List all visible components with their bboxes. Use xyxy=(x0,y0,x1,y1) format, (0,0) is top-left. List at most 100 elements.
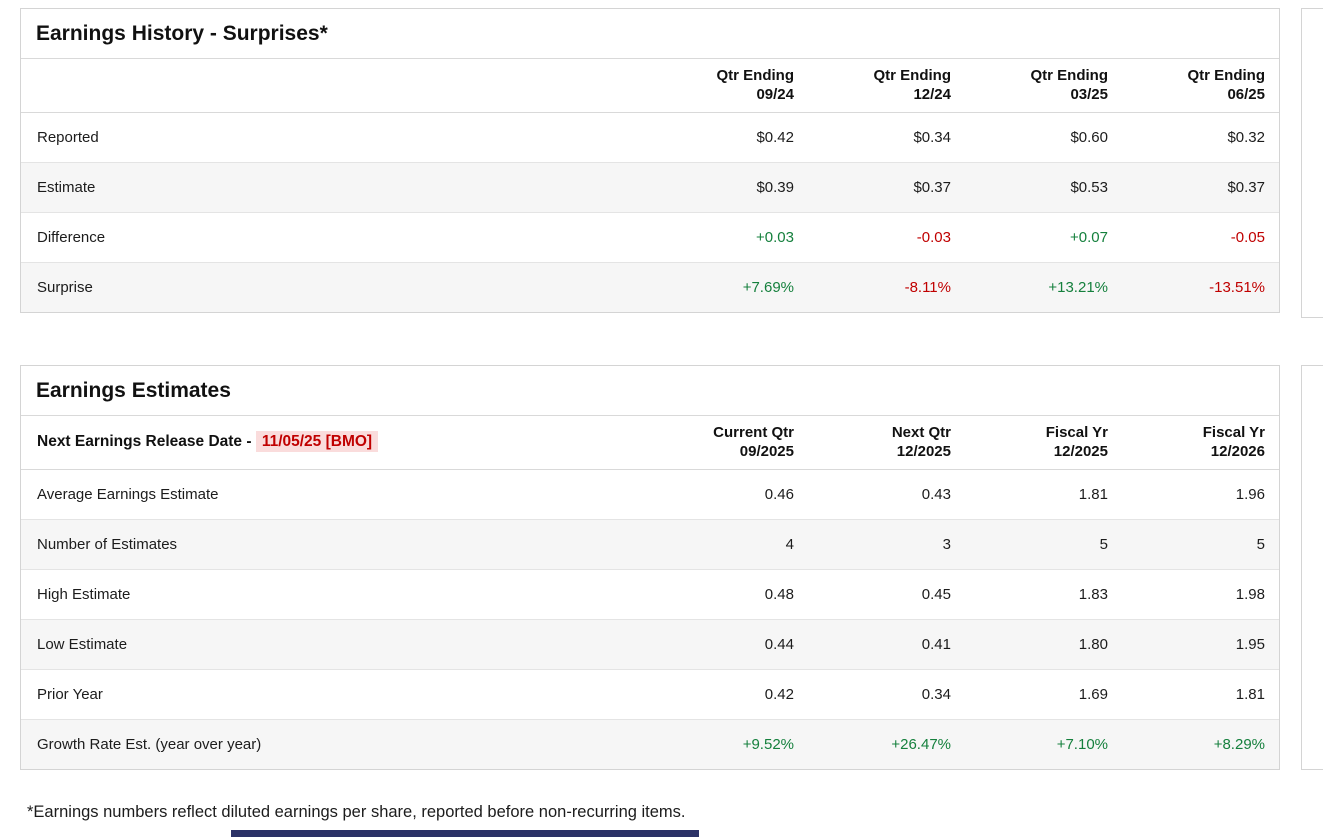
table-row-surprise: Surprise +7.69% -8.11% +13.21% -13.51% xyxy=(21,262,1279,312)
value-cell: 5 xyxy=(965,519,1122,570)
estimates-column-header-3: Fiscal Yr 12/2025 xyxy=(965,416,1122,470)
value-cell: 1.98 xyxy=(1122,569,1279,620)
column-header-line2: 12/2025 xyxy=(896,443,951,461)
column-header-line1: Qtr Ending xyxy=(873,66,952,84)
estimates-column-header-1: Current Qtr 09/2025 xyxy=(651,416,808,470)
value-cell: 0.42 xyxy=(651,669,808,720)
column-header-line2: 09/2025 xyxy=(739,443,794,461)
value-cell: -8.11% xyxy=(904,278,951,296)
value-cell: -0.05 xyxy=(1122,212,1279,263)
history-column-header-3: Qtr Ending 03/25 xyxy=(965,59,1122,113)
next-earnings-release-cell: Next Earnings Release Date - 11/05/25 [B… xyxy=(21,416,651,470)
value-cell: $0.60 xyxy=(965,112,1122,163)
value-cell: $0.53 xyxy=(965,162,1122,213)
cropped-bottom-element xyxy=(231,830,699,837)
column-header-line2: 12/2026 xyxy=(1210,443,1265,461)
column-header-line2: 12/24 xyxy=(913,86,951,104)
value-cell: +13.21% xyxy=(1048,278,1108,296)
earnings-estimates-table: Next Earnings Release Date - 11/05/25 [B… xyxy=(21,416,1279,769)
earnings-history-panel: Earnings History - Surprises* Qtr Ending… xyxy=(20,8,1280,313)
value-cell: 4 xyxy=(651,519,808,570)
history-empty-header-cell xyxy=(21,59,651,113)
value-cell: 1.83 xyxy=(965,569,1122,620)
table-row-average-estimate: Average Earnings Estimate 0.46 0.43 1.81… xyxy=(21,469,1279,520)
table-row-estimate: Estimate $0.39 $0.37 $0.53 $0.37 xyxy=(21,162,1279,213)
value-cell: $0.32 xyxy=(1122,112,1279,163)
column-header-line1: Qtr Ending xyxy=(1030,66,1109,84)
release-date-value: 11/05/25 [BMO] xyxy=(255,431,379,453)
row-label: Low Estimate xyxy=(21,619,651,670)
estimates-column-header-4: Fiscal Yr 12/2026 xyxy=(1122,416,1279,470)
value-cell: +7.10% xyxy=(1056,735,1108,753)
earnings-history-title: Earnings History - Surprises* xyxy=(21,9,1279,59)
value-cell: 3 xyxy=(808,519,965,570)
estimates-header-row: Next Earnings Release Date - 11/05/25 [B… xyxy=(21,416,1279,470)
row-label: Average Earnings Estimate xyxy=(21,469,651,520)
history-column-header-4: Qtr Ending 06/25 xyxy=(1122,59,1279,113)
history-column-header-1: Qtr Ending 09/24 xyxy=(651,59,808,113)
table-row-difference: Difference +0.03 -0.03 +0.07 -0.05 xyxy=(21,212,1279,263)
value-cell: 0.45 xyxy=(808,569,965,620)
row-label: Number of Estimates xyxy=(21,519,651,570)
table-row-prior-year: Prior Year 0.42 0.34 1.69 1.81 xyxy=(21,669,1279,720)
value-cell: 0.34 xyxy=(808,669,965,720)
release-date-label: Next Earnings Release Date - xyxy=(37,433,256,451)
value-cell: 1.69 xyxy=(965,669,1122,720)
value-cell: 1.96 xyxy=(1122,469,1279,520)
adjacent-panel-edge-top xyxy=(1301,8,1323,318)
value-cell: 0.43 xyxy=(808,469,965,520)
row-label: Growth Rate Est. (year over year) xyxy=(37,735,262,753)
earnings-estimates-panel: Earnings Estimates Next Earnings Release… xyxy=(20,365,1280,770)
value-cell: 1.95 xyxy=(1122,619,1279,670)
value-cell: 0.44 xyxy=(651,619,808,670)
history-column-header-2: Qtr Ending 12/24 xyxy=(808,59,965,113)
estimates-column-header-2: Next Qtr 12/2025 xyxy=(808,416,965,470)
value-cell: +0.07 xyxy=(965,212,1122,263)
value-cell: 1.80 xyxy=(965,619,1122,670)
table-row-growth-rate: Growth Rate Est. (year over year) +9.52%… xyxy=(21,719,1279,769)
row-label: High Estimate xyxy=(21,569,651,620)
value-cell: $0.34 xyxy=(808,112,965,163)
row-label: Difference xyxy=(21,212,651,263)
value-cell: $0.39 xyxy=(651,162,808,213)
column-header-line1: Qtr Ending xyxy=(716,66,795,84)
value-cell: 5 xyxy=(1122,519,1279,570)
earnings-footnote: *Earnings numbers reflect diluted earnin… xyxy=(27,803,686,821)
history-header-row: Qtr Ending 09/24 Qtr Ending 12/24 Qtr En… xyxy=(21,59,1279,113)
row-label: Prior Year xyxy=(21,669,651,720)
value-cell: -0.03 xyxy=(808,212,965,263)
value-cell: 0.41 xyxy=(808,619,965,670)
earnings-estimates-title: Earnings Estimates xyxy=(21,366,1279,416)
table-row-high-estimate: High Estimate 0.48 0.45 1.83 1.98 xyxy=(21,569,1279,620)
value-cell: 1.81 xyxy=(1122,669,1279,720)
column-header-line2: 06/25 xyxy=(1227,86,1265,104)
table-row-low-estimate: Low Estimate 0.44 0.41 1.80 1.95 xyxy=(21,619,1279,670)
column-header-line2: 09/24 xyxy=(756,86,794,104)
table-row-reported: Reported $0.42 $0.34 $0.60 $0.32 xyxy=(21,112,1279,163)
row-label: Reported xyxy=(21,112,651,163)
column-header-line1: Next Qtr xyxy=(891,423,951,441)
column-header-line1: Fiscal Yr xyxy=(1202,423,1265,441)
column-header-line2: 03/25 xyxy=(1070,86,1108,104)
value-cell: +7.69% xyxy=(742,278,794,296)
value-cell: $0.37 xyxy=(1122,162,1279,213)
earnings-history-table: Qtr Ending 09/24 Qtr Ending 12/24 Qtr En… xyxy=(21,59,1279,312)
column-header-line1: Current Qtr xyxy=(713,423,794,441)
value-cell: +8.29% xyxy=(1213,735,1265,753)
table-row-number-of-estimates: Number of Estimates 4 3 5 5 xyxy=(21,519,1279,570)
value-cell: 1.81 xyxy=(965,469,1122,520)
column-header-line1: Qtr Ending xyxy=(1187,66,1266,84)
column-header-line2: 12/2025 xyxy=(1053,443,1108,461)
value-cell: -13.51% xyxy=(1209,278,1265,296)
row-label: Estimate xyxy=(21,162,651,213)
value-cell: 0.46 xyxy=(651,469,808,520)
value-cell: $0.37 xyxy=(808,162,965,213)
row-label: Surprise xyxy=(37,278,93,296)
value-cell: $0.42 xyxy=(651,112,808,163)
value-cell: 0.48 xyxy=(651,569,808,620)
adjacent-panel-edge-bottom xyxy=(1301,365,1323,770)
value-cell: +0.03 xyxy=(651,212,808,263)
value-cell: +9.52% xyxy=(742,735,794,753)
column-header-line1: Fiscal Yr xyxy=(1045,423,1108,441)
value-cell: +26.47% xyxy=(891,735,951,753)
